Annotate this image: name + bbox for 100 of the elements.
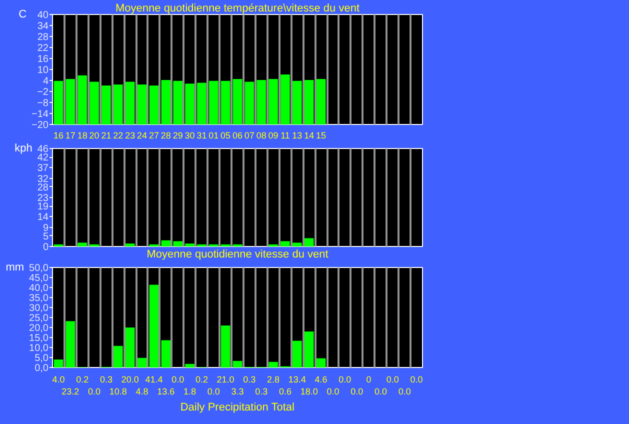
data-label: 0.2 (195, 374, 208, 384)
bar (102, 85, 111, 124)
data-label: 13.6 (157, 386, 175, 396)
text: Moyenne quotidienne vitesse du vent (146, 248, 328, 260)
y-axis-title: C (18, 8, 27, 20)
y-tick-label: 15,0 (29, 333, 49, 344)
data-label: 0.0 (207, 386, 220, 396)
data-label: 18.0 (300, 386, 318, 396)
bar (66, 79, 76, 124)
data-label: 0.0 (398, 386, 411, 396)
bar (173, 241, 182, 246)
bar (78, 75, 87, 124)
bar (137, 358, 147, 368)
y-tick-label: 46 (37, 144, 49, 155)
y-tick-label: 10,0 (29, 343, 49, 354)
bar (292, 242, 302, 246)
bar (197, 82, 206, 124)
data-label: 0.3 (100, 374, 112, 384)
bar (256, 80, 266, 124)
bar (113, 346, 123, 368)
data-label: 0.0 (338, 374, 352, 384)
y-tick-label: 28 (37, 182, 49, 194)
y-tick-label: −2 (37, 87, 49, 98)
data-label: 4.6 (314, 374, 328, 384)
bar (208, 80, 218, 124)
y-tick-label: 35,0 (29, 293, 49, 304)
y-tick-label: 22 (37, 43, 49, 54)
y-tick-label: 5 (42, 231, 49, 242)
data-label: 0.2 (76, 374, 89, 384)
bar (220, 80, 230, 124)
y-tick-label: 37 (37, 163, 49, 174)
data-label: 23.2 (62, 386, 80, 396)
bar (125, 244, 135, 246)
y-tick-label: 0,0 (34, 363, 49, 374)
data-label: 20.0 (121, 374, 139, 384)
x-tick-label: 07 (244, 130, 254, 140)
bar (149, 284, 159, 368)
x-tick-label: 14 (304, 130, 314, 140)
x-tick-label: 31 (196, 130, 207, 140)
bar (232, 360, 242, 368)
y-tick-label: 32 (37, 174, 49, 185)
bar (125, 82, 135, 124)
data-label: 0.0 (88, 386, 101, 396)
y-tick-label: 20,0 (29, 323, 49, 334)
data-label: 0.0 (410, 374, 423, 384)
bar (280, 74, 290, 124)
x-tick-label: 09 (268, 130, 278, 140)
data-label: 10.8 (109, 386, 127, 396)
bar (185, 84, 194, 124)
bar (113, 84, 123, 124)
bar (292, 80, 302, 124)
data-label: 13.4 (288, 374, 306, 384)
bar (280, 241, 290, 246)
data-label: 1.8 (184, 386, 196, 396)
x-tick-label: 11 (280, 130, 290, 140)
y-tick-label: 10 (37, 65, 49, 76)
bar (232, 79, 242, 124)
bar (137, 84, 147, 124)
bar (185, 244, 194, 246)
y-tick-label: 45,0 (29, 273, 49, 284)
data-label: 0.0 (326, 386, 340, 396)
y-tick-label: 50,0 (29, 263, 49, 274)
bar (78, 242, 87, 246)
y-axis-title: kph (14, 142, 32, 154)
x-tick-label: 08 (256, 130, 266, 140)
bar (161, 340, 171, 368)
bar (244, 82, 254, 124)
y-tick-label: 28 (37, 32, 49, 43)
y-tick-label: 34 (37, 21, 49, 32)
x-tick-label: 05 (220, 130, 231, 140)
data-label: 41.4 (145, 374, 163, 384)
y-tick-label: 40 (37, 10, 49, 21)
x-tick-label: 30 (184, 130, 195, 140)
bar (268, 79, 278, 124)
bar (268, 362, 278, 368)
y-tick-label: 19 (37, 202, 49, 213)
bar (304, 238, 314, 246)
y-tick-label: 23 (37, 193, 49, 204)
y-axis-title: mm (6, 262, 24, 274)
data-label: 3.3 (231, 386, 244, 396)
x-tick-label: 24 (137, 130, 148, 140)
bar (304, 80, 314, 124)
x-tick-label: 01 (208, 130, 219, 140)
y-tick-label: 0 (42, 242, 49, 253)
x-tick-label: 20 (89, 130, 100, 140)
bar (304, 332, 314, 368)
x-tick-label: 21 (101, 130, 112, 140)
x-tick-label: 27 (148, 130, 159, 140)
data-label: 0.0 (386, 374, 399, 384)
y-tick-label: 30,0 (29, 303, 49, 314)
x-tick-label: 18 (77, 130, 88, 140)
y-tick-label: 4 (42, 76, 49, 87)
x-tick-label: 23 (125, 130, 136, 140)
y-tick-label: 5,0 (34, 353, 49, 364)
x-tick-label: 15 (316, 130, 326, 140)
x-tick-label: 17 (65, 130, 76, 140)
x-tick-label: 16 (53, 130, 64, 140)
y-tick-label: 9 (42, 222, 49, 234)
data-label: 21.0 (216, 374, 234, 384)
y-tick-label: 25,0 (29, 313, 49, 324)
